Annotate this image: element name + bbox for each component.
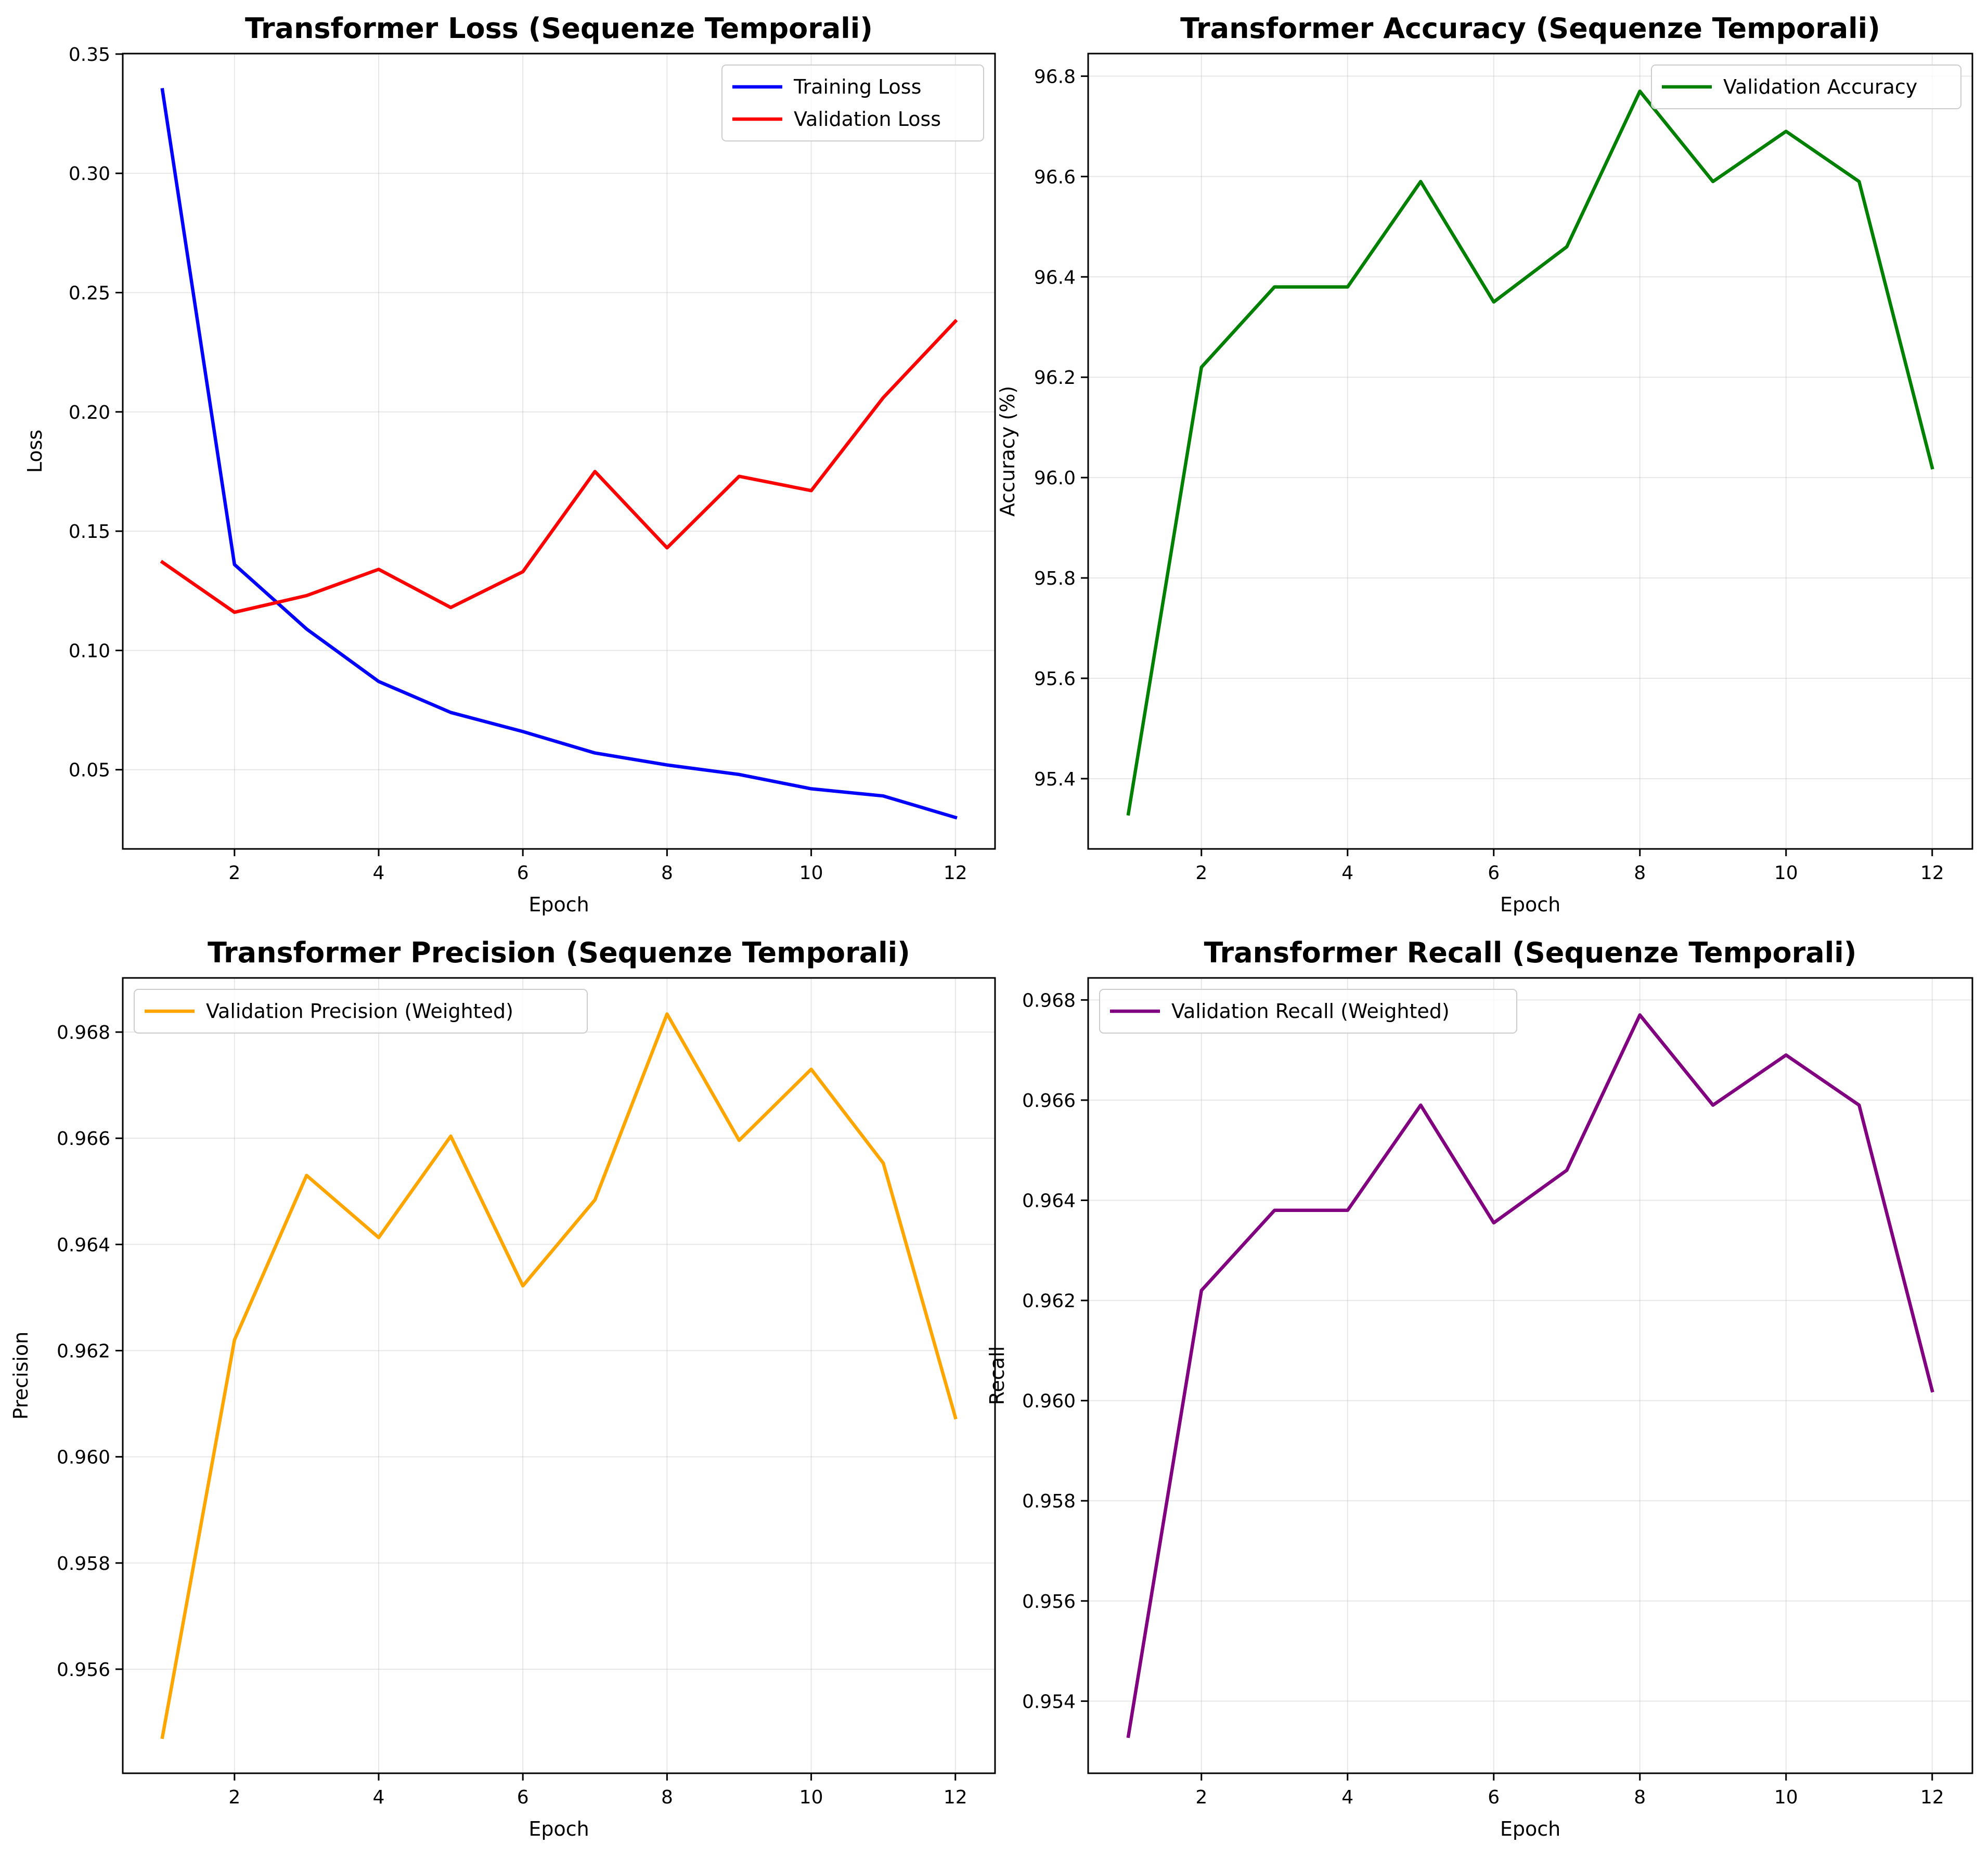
accuracy-x-axis-label: Epoch [1500,893,1560,916]
precision-y-tick-label: 0.968 [57,1022,110,1043]
precision-axes-frame [122,977,996,1774]
recall-x-tick-label: 10 [1774,1787,1798,1808]
precision-chart: 2 4 6 8 10 12 0.956 0.958 0.960 0.962 0.964 0.966 0.… [9,936,996,1840]
precision-chart-title: Transformer Precision (Sequenze Temporal… [208,936,910,969]
accuracy-x-tick-label: 4 [1341,862,1353,884]
recall-x-tick-label: 6 [1488,1787,1500,1808]
loss-y-tick-label: 0.20 [69,402,110,423]
recall-legend-label-0: Validation Recall (Weighted) [1171,1000,1450,1023]
recall-y-tick-label: 0.956 [1022,1591,1076,1613]
loss-axes-frame [122,53,996,850]
recall-y-tick-label: 0.954 [1022,1691,1076,1712]
precision-y-tick-label: 0.958 [57,1553,110,1575]
recall-legend-box [1099,989,1517,1034]
loss-x-tick-label: 10 [799,862,823,884]
accuracy-x-tick-label: 12 [1920,862,1944,884]
recall-chart: 2 4 6 8 10 12 0.954 0.956 0.958 0.960 0.962 0.964 0.… [986,936,1973,1840]
accuracy-y-axis-label: Accuracy (%) [996,386,1019,517]
precision-x-axis-label: Epoch [528,1817,589,1840]
loss-x-tick-label: 12 [944,862,967,884]
loss-x-tick-label: 6 [517,862,529,884]
loss-x-tick-label: 4 [373,862,385,884]
accuracy-x-tick-label: 2 [1195,862,1207,884]
precision-y-tick-label: 0.962 [57,1341,110,1362]
precision-legend-box [134,989,588,1034]
precision-legend: Validation Precision (Weighted) [134,989,588,1034]
accuracy-series-line-0 [1126,89,1934,816]
recall-x-axis-label: Epoch [1500,1817,1560,1840]
accuracy-chart: 2 4 6 8 10 12 95.4 95.6 95.8 96.0 96.2 96.4 96.6 96.8… [996,12,1973,916]
loss-y-tick-label: 0.15 [69,521,110,543]
accuracy-y-tick-label: 96.8 [1034,66,1076,87]
recall-x-tick-label: 12 [1920,1787,1944,1808]
recall-legend: Validation Recall (Weighted) [1099,989,1517,1034]
recall-x-tick-label: 2 [1195,1787,1207,1808]
loss-y-tick-label: 0.35 [69,44,110,66]
loss-y-tick-label: 0.30 [69,163,110,185]
loss-y-tick-label: 0.10 [69,640,110,662]
loss-y-tick-label: 0.25 [69,283,110,304]
accuracy-y-tick-label: 96.0 [1034,468,1076,489]
recall-y-tick-label: 0.968 [1022,990,1076,1011]
loss-chart: 2 4 6 8 10 12 0.05 0.10 0.15 0.20 0.25 0.30 0.35 Tran… [23,12,996,916]
precision-y-tick-label: 0.956 [57,1659,110,1681]
accuracy-legend-label-0: Validation Accuracy [1723,75,1917,98]
accuracy-chart-title: Transformer Accuracy (Sequenze Temporali… [1180,12,1880,45]
recall-y-tick-label: 0.960 [1022,1391,1076,1412]
accuracy-legend-box [1651,65,1961,109]
loss-legend-label-0: Training Loss [793,75,921,98]
accuracy-y-tick-label: 95.6 [1034,668,1076,690]
precision-y-tick-label: 0.966 [57,1128,110,1150]
precision-series-line-0 [160,1012,958,1739]
loss-legend-box [721,65,984,141]
precision-x-tick-label: 8 [661,1787,673,1808]
accuracy-y-tick-label: 96.6 [1034,166,1076,188]
recall-y-tick-label: 0.966 [1022,1090,1076,1112]
accuracy-y-tick-label: 95.8 [1034,568,1076,589]
loss-x-tick-label: 2 [228,862,240,884]
recall-y-tick-label: 0.962 [1022,1291,1076,1312]
accuracy-y-tick-label: 95.4 [1034,769,1076,790]
precision-x-tick-label: 10 [799,1787,823,1808]
accuracy-x-tick-label: 6 [1488,862,1500,884]
precision-x-tick-label: 2 [228,1787,240,1808]
recall-series-line-0 [1126,1013,1934,1738]
precision-y-tick-label: 0.964 [57,1234,110,1256]
loss-x-axis-label: Epoch [528,893,589,916]
accuracy-y-tick-label: 96.2 [1034,367,1076,389]
precision-x-tick-label: 4 [373,1787,385,1808]
precision-legend-label-0: Validation Precision (Weighted) [206,1000,513,1023]
loss-chart-title: Transformer Loss (Sequenze Temporali) [245,12,873,45]
recall-y-tick-label: 0.964 [1022,1191,1076,1212]
accuracy-y-tick-label: 96.4 [1034,267,1076,288]
recall-axes-frame [1087,977,1973,1774]
precision-y-tick-label: 0.960 [57,1447,110,1468]
recall-x-tick-label: 4 [1341,1787,1353,1808]
accuracy-x-tick-label: 8 [1634,862,1646,884]
loss-legend: Training Loss Validation Loss [721,65,984,141]
precision-x-tick-label: 6 [517,1787,529,1808]
loss-legend-label-1: Validation Loss [794,108,941,131]
accuracy-axes-frame [1087,53,1973,850]
loss-series-line-1 [160,319,958,614]
loss-y-tick-label: 0.05 [69,760,110,781]
accuracy-legend: Validation Accuracy [1651,65,1961,109]
loss-x-tick-label: 8 [661,862,673,884]
accuracy-x-tick-label: 10 [1774,862,1798,884]
recall-chart-title: Transformer Recall (Sequenze Temporali) [1204,936,1857,969]
precision-x-tick-label: 12 [944,1787,967,1808]
loss-y-axis-label: Loss [23,430,46,473]
loss-series-line-0 [160,87,958,820]
recall-y-axis-label: Recall [986,1346,1009,1405]
recall-x-tick-label: 8 [1634,1787,1646,1808]
precision-y-axis-label: Precision [9,1332,32,1420]
recall-y-tick-label: 0.958 [1022,1491,1076,1512]
